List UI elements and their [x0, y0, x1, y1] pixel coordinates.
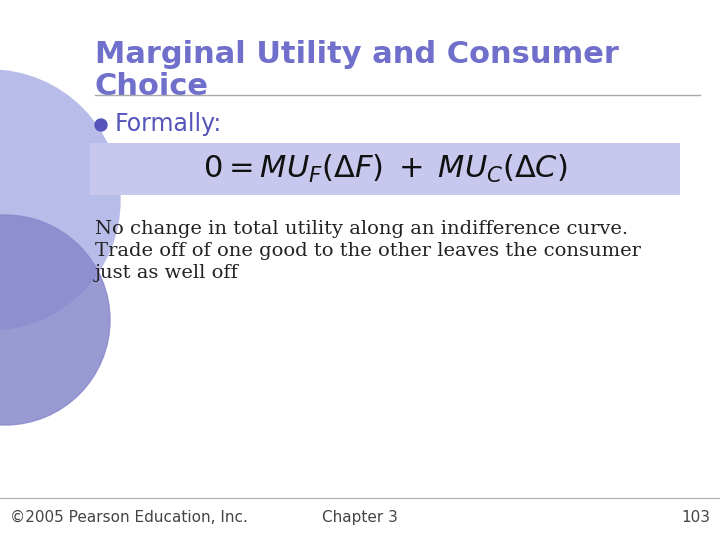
- Text: Chapter 3: Chapter 3: [322, 510, 398, 525]
- Text: Formally:: Formally:: [115, 112, 222, 136]
- Text: No change in total utility along an indifference curve.: No change in total utility along an indi…: [95, 220, 628, 238]
- Text: Choice: Choice: [95, 72, 209, 101]
- Text: 103: 103: [681, 510, 710, 525]
- Text: Marginal Utility and Consumer: Marginal Utility and Consumer: [95, 40, 619, 69]
- Circle shape: [0, 70, 120, 330]
- Text: $0 = MU_F(\Delta F)\; +\; MU_C(\Delta C)$: $0 = MU_F(\Delta F)\; +\; MU_C(\Delta C)…: [203, 153, 567, 185]
- Text: just as well off: just as well off: [95, 264, 239, 282]
- Text: ©2005 Pearson Education, Inc.: ©2005 Pearson Education, Inc.: [10, 510, 248, 525]
- Text: Trade off of one good to the other leaves the consumer: Trade off of one good to the other leave…: [95, 242, 641, 260]
- Circle shape: [95, 119, 107, 131]
- FancyBboxPatch shape: [90, 143, 680, 195]
- Circle shape: [0, 215, 110, 425]
